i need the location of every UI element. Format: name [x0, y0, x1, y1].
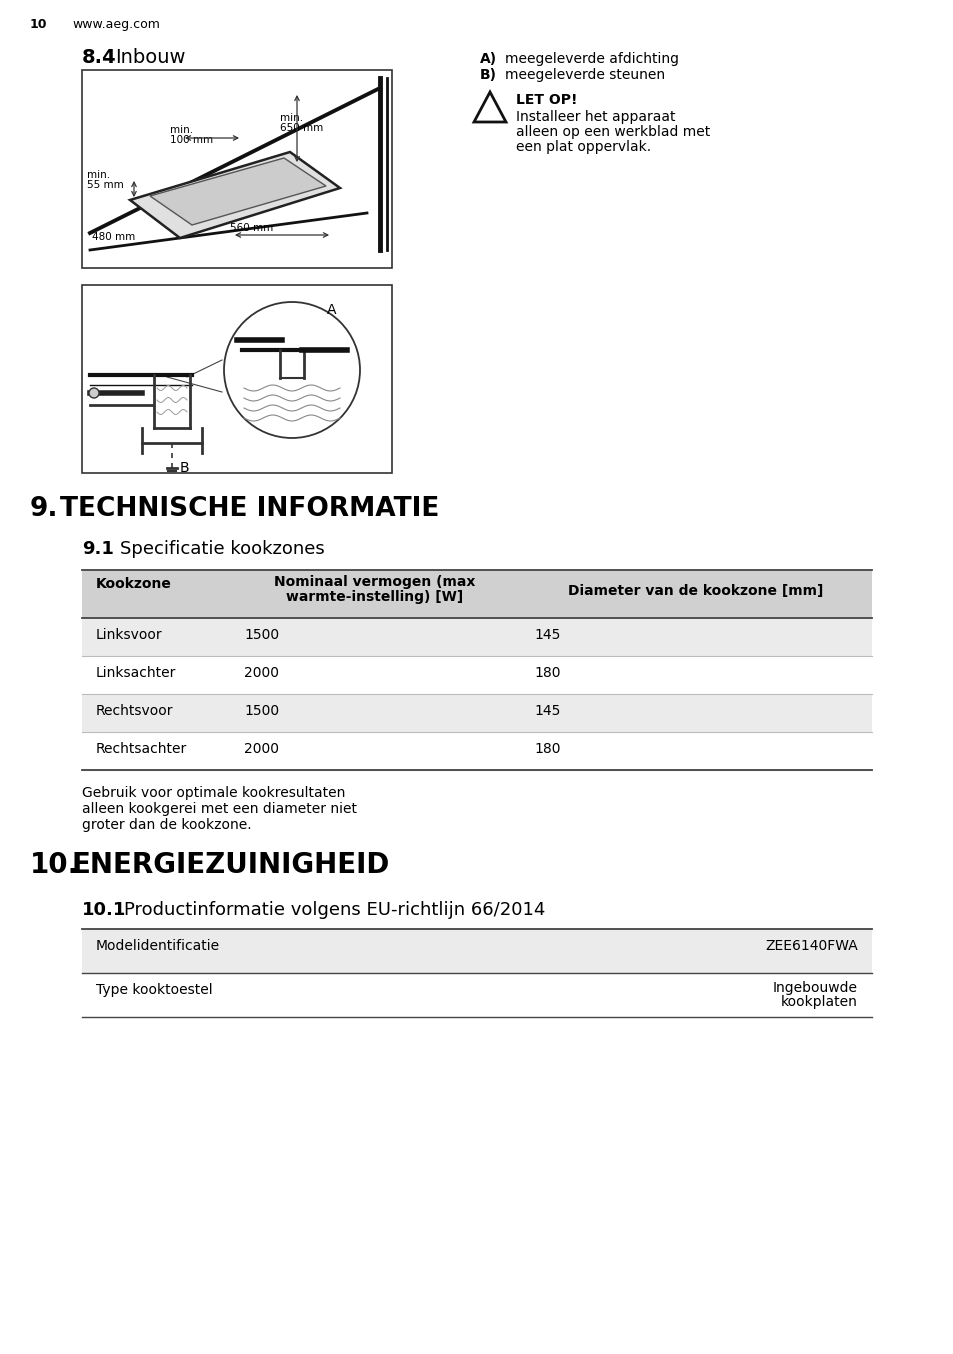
Text: Linksachter: Linksachter: [96, 666, 176, 680]
Polygon shape: [474, 92, 505, 122]
Text: alleen op een werkblad met: alleen op een werkblad met: [516, 125, 709, 139]
Text: groter dan de kookzone.: groter dan de kookzone.: [82, 818, 252, 831]
Text: min.: min.: [280, 112, 303, 123]
Text: 10.: 10.: [30, 852, 79, 879]
Text: 9.1: 9.1: [82, 540, 113, 558]
Bar: [82, 70, 392, 268]
Text: 10.1: 10.1: [82, 900, 126, 919]
Text: kookplaten: kookplaten: [781, 995, 857, 1009]
Polygon shape: [130, 152, 339, 238]
Text: 2000: 2000: [244, 742, 278, 756]
Text: A): A): [479, 51, 497, 66]
Polygon shape: [150, 158, 326, 225]
Bar: [82, 929, 871, 974]
Text: Installeer het apparaat: Installeer het apparaat: [516, 110, 675, 125]
Text: 180: 180: [534, 742, 560, 756]
Bar: [82, 570, 871, 617]
Bar: [82, 974, 871, 1017]
Text: Kookzone: Kookzone: [96, 577, 172, 590]
Circle shape: [89, 389, 99, 398]
Text: Gebruik voor optimale kookresultaten: Gebruik voor optimale kookresultaten: [82, 787, 345, 800]
Text: Specificatie kookzones: Specificatie kookzones: [120, 540, 324, 558]
Text: !: !: [486, 100, 494, 115]
Text: Rechtsvoor: Rechtsvoor: [96, 704, 173, 718]
Text: 145: 145: [534, 628, 559, 642]
Text: Diameter van de kookzone [mm]: Diameter van de kookzone [mm]: [568, 584, 822, 598]
Text: Ingebouwde: Ingebouwde: [772, 982, 857, 995]
Text: B): B): [479, 68, 497, 83]
Text: 145: 145: [534, 704, 559, 718]
Text: Rechtsachter: Rechtsachter: [96, 742, 187, 756]
Text: Nominaal vermogen (max: Nominaal vermogen (max: [274, 575, 476, 589]
Circle shape: [224, 302, 359, 437]
Text: 180: 180: [534, 666, 560, 680]
Bar: [82, 284, 392, 473]
Text: ZEE6140FWA: ZEE6140FWA: [764, 940, 857, 953]
Text: Productinformatie volgens EU-richtlijn 66/2014: Productinformatie volgens EU-richtlijn 6…: [124, 900, 545, 919]
Text: 10: 10: [30, 18, 48, 31]
Bar: [82, 655, 871, 695]
Text: min.: min.: [87, 171, 110, 180]
Text: LET OP!: LET OP!: [516, 93, 577, 107]
Text: Linksvoor: Linksvoor: [96, 628, 162, 642]
Text: meegeleverde steunen: meegeleverde steunen: [504, 68, 664, 83]
Text: Inbouw: Inbouw: [115, 47, 185, 66]
Text: 1500: 1500: [244, 704, 279, 718]
Text: ENERGIEZUINIGHEID: ENERGIEZUINIGHEID: [71, 852, 390, 879]
Text: 30 mm: 30 mm: [210, 177, 247, 188]
Bar: [82, 733, 871, 770]
Text: www.aeg.com: www.aeg.com: [71, 18, 160, 31]
Text: 8.4: 8.4: [82, 47, 116, 66]
Text: warmte-instelling) [W]: warmte-instelling) [W]: [286, 590, 463, 604]
Bar: [82, 695, 871, 733]
Text: 480 mm: 480 mm: [91, 232, 135, 242]
Text: een plat oppervlak.: een plat oppervlak.: [516, 139, 651, 154]
Text: A: A: [327, 303, 336, 317]
Text: 100 mm: 100 mm: [170, 135, 213, 145]
Text: min.: min.: [170, 125, 193, 135]
Text: 560 mm: 560 mm: [230, 223, 273, 233]
Text: 1500: 1500: [244, 628, 279, 642]
Text: meegeleverde afdichting: meegeleverde afdichting: [504, 51, 679, 66]
Text: TECHNISCHE INFORMATIE: TECHNISCHE INFORMATIE: [60, 496, 439, 523]
Text: Type kooktoestel: Type kooktoestel: [96, 983, 213, 997]
Text: alleen kookgerei met een diameter niet: alleen kookgerei met een diameter niet: [82, 802, 356, 816]
Text: 55 mm: 55 mm: [87, 180, 124, 190]
Text: 2000: 2000: [244, 666, 278, 680]
Text: Modelidentificatie: Modelidentificatie: [96, 940, 220, 953]
Bar: [82, 617, 871, 655]
Text: 9.: 9.: [30, 496, 58, 523]
Text: 650 mm: 650 mm: [280, 123, 323, 133]
Text: B: B: [180, 460, 190, 475]
